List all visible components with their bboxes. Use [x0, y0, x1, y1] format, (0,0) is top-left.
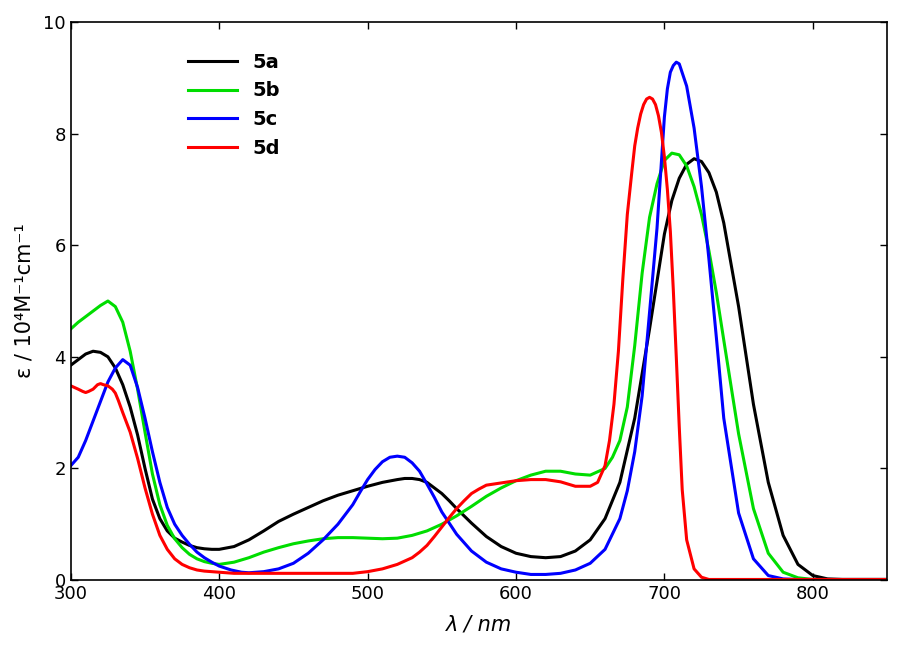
- 5d: [191, 566, 202, 574]
- 5c: [881, 576, 892, 583]
- 5d: [704, 576, 714, 583]
- 5a: [837, 576, 848, 583]
- 5c: [665, 68, 676, 76]
- 5b: [184, 550, 195, 558]
- 5b: [667, 149, 677, 157]
- 5d: [881, 576, 892, 583]
- 5a: [466, 519, 477, 527]
- 5d: [66, 382, 77, 390]
- 5b: [807, 576, 818, 583]
- Line: 5d: 5d: [71, 97, 887, 580]
- 5d: [273, 569, 284, 577]
- 5d: [481, 482, 492, 489]
- 5b: [881, 576, 892, 583]
- Line: 5a: 5a: [71, 159, 887, 580]
- 5c: [793, 576, 804, 583]
- 5c: [207, 558, 217, 566]
- 5d: [503, 478, 514, 485]
- 5a: [177, 538, 188, 546]
- 5b: [793, 574, 804, 582]
- 5a: [66, 361, 77, 369]
- 5d: [644, 93, 655, 101]
- 5d: [662, 186, 673, 193]
- 5d: [214, 569, 225, 576]
- Y-axis label: ε / 10⁴M⁻¹cm⁻¹: ε / 10⁴M⁻¹cm⁻¹: [15, 224, 35, 378]
- 5a: [793, 561, 804, 569]
- Line: 5b: 5b: [71, 153, 887, 580]
- 5c: [66, 461, 77, 469]
- Line: 5c: 5c: [71, 62, 887, 580]
- 5b: [177, 544, 188, 552]
- 5b: [511, 477, 521, 485]
- 5a: [273, 517, 284, 525]
- 5a: [688, 155, 699, 163]
- 5a: [451, 505, 462, 513]
- 5a: [881, 576, 892, 583]
- 5b: [526, 471, 537, 479]
- 5b: [273, 544, 284, 552]
- 5c: [671, 58, 682, 66]
- Legend: 5a, 5b, 5c, 5d: 5a, 5b, 5c, 5d: [179, 43, 290, 167]
- 5c: [674, 60, 685, 67]
- 5c: [407, 459, 418, 467]
- 5a: [184, 541, 195, 549]
- 5b: [66, 325, 77, 333]
- 5c: [244, 569, 254, 577]
- X-axis label: λ / nm: λ / nm: [446, 614, 512, 634]
- 5c: [236, 569, 247, 576]
